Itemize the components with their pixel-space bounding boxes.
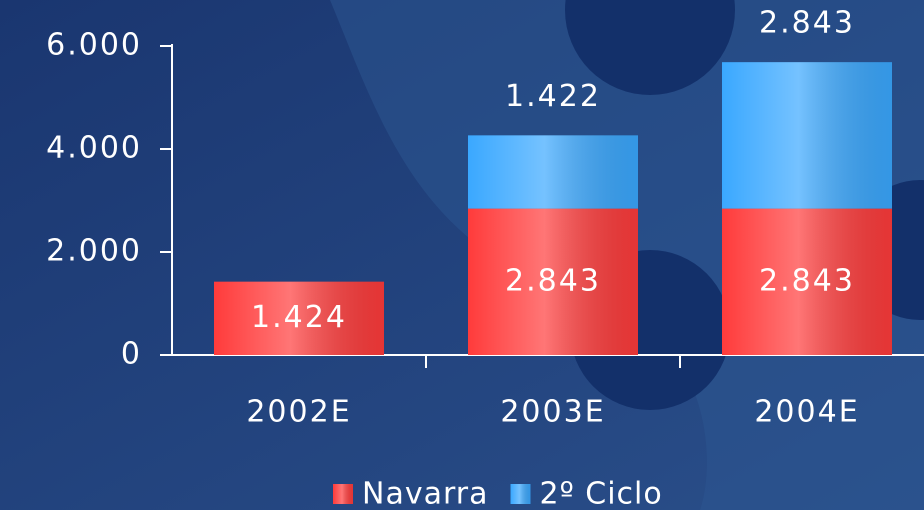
data-label: 2.843 xyxy=(505,263,601,298)
data-label: 2.843 xyxy=(759,263,855,298)
x-tick-label: 2003E xyxy=(500,395,605,430)
bar-shine xyxy=(214,281,384,355)
legend-label: Navarra xyxy=(362,477,489,510)
legend-label: 2º Ciclo xyxy=(540,477,663,510)
legend-swatch-shine xyxy=(333,484,353,504)
data-label: 1.424 xyxy=(251,300,347,335)
bar-shine xyxy=(722,208,892,355)
y-tick-label: 0 xyxy=(121,337,142,372)
bar-shine xyxy=(468,135,638,209)
bar-shine xyxy=(468,208,638,355)
x-tick-label: 2004E xyxy=(754,395,859,430)
y-tick-label: 4.000 xyxy=(46,131,142,166)
x-tick-label: 2002E xyxy=(246,395,351,430)
background-shape xyxy=(565,0,735,95)
y-tick-label: 2.000 xyxy=(46,234,142,269)
legend-swatch-shine xyxy=(510,484,531,504)
bar-shine xyxy=(722,62,892,209)
y-tick-label: 6.000 xyxy=(46,28,142,63)
data-label: 1.422 xyxy=(505,79,601,114)
data-label: 2.843 xyxy=(759,6,855,41)
